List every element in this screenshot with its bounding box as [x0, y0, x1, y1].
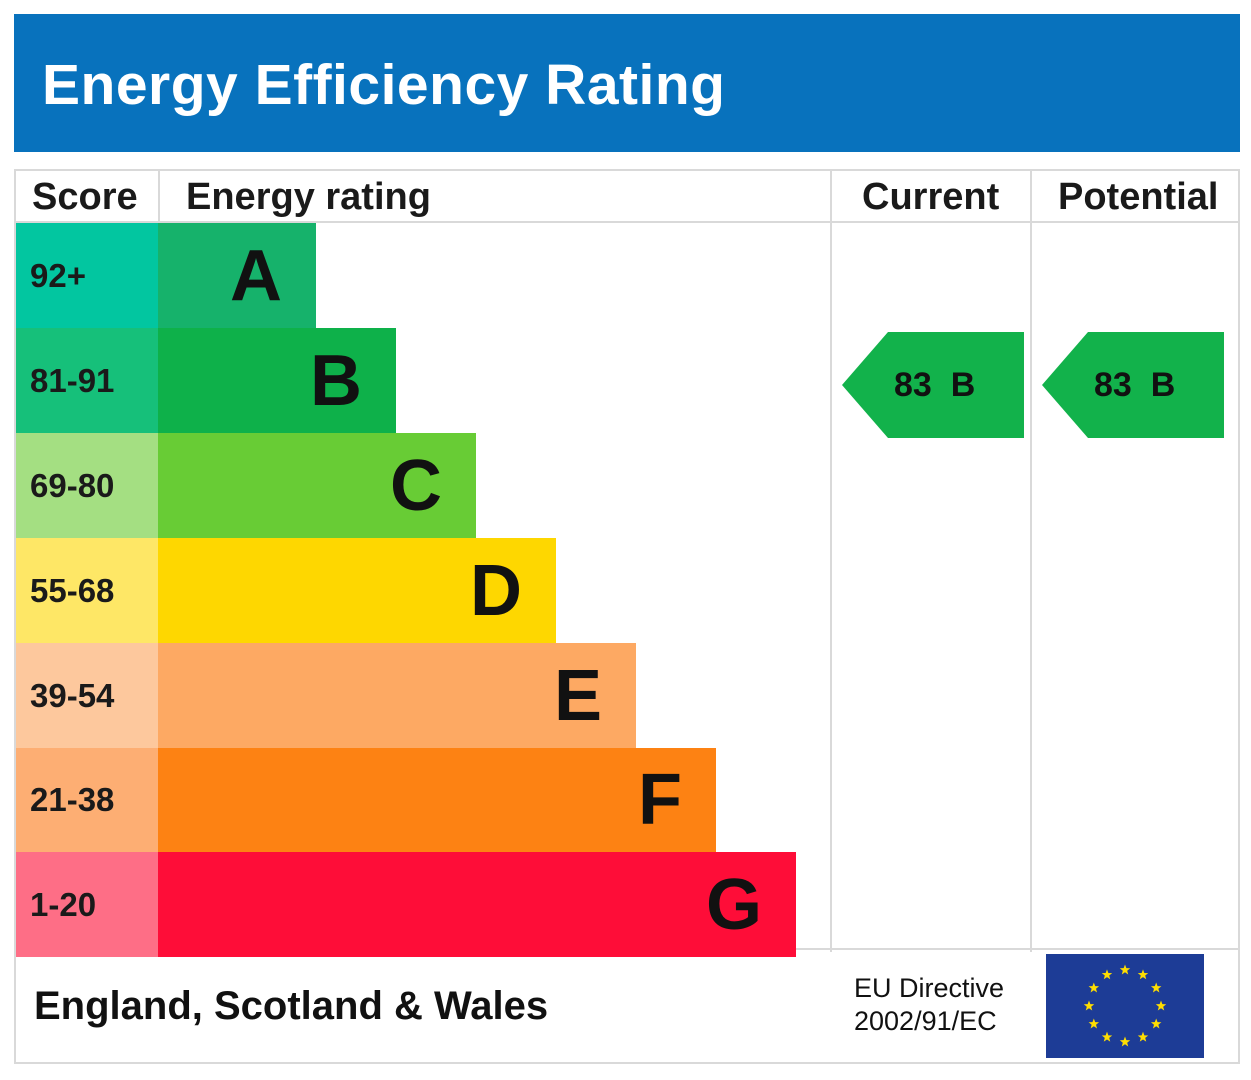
directive-line-2: 2002/91/EC: [854, 1006, 997, 1036]
band-bar-d: D: [158, 538, 556, 643]
band-bar-b: B: [158, 328, 396, 433]
eu-flag-icon: [1046, 954, 1204, 1058]
band-score-f: 21-38: [16, 748, 159, 852]
column-header-score: Score: [32, 176, 138, 218]
band-score-d: 55-68: [16, 538, 159, 643]
eu-star-icon: [1137, 969, 1149, 980]
eu-star-icon: [1119, 1036, 1131, 1047]
divider: [16, 221, 1238, 223]
footer-region: England, Scotland & Wales: [34, 984, 549, 1028]
eu-star-icon: [1088, 1018, 1100, 1029]
band-bar-g: G: [158, 852, 796, 957]
eu-star-icon: [1150, 1018, 1162, 1029]
column-header-current: Current: [862, 176, 1000, 218]
footer: England, Scotland & Wales EU Directive 2…: [14, 950, 1240, 1064]
band-bar-e: E: [158, 643, 636, 748]
eu-star-icon: [1137, 1031, 1149, 1042]
directive-line-1: EU Directive: [854, 973, 1005, 1003]
divider: [1030, 171, 1032, 952]
column-header-energy-rating: Energy rating: [186, 176, 431, 218]
eu-star-icon: [1155, 1000, 1167, 1011]
page-title: Energy Efficiency Rating: [42, 53, 726, 117]
eu-star-icon: [1083, 1000, 1095, 1011]
divider: [830, 171, 832, 952]
eu-star-icon: [1101, 969, 1113, 980]
current-rating-arrow: 83 B: [842, 332, 1024, 438]
potential-rating-arrow-label: 83 B: [1094, 366, 1176, 404]
band-score-c: 69-80: [16, 433, 159, 538]
band-score-e: 39-54: [16, 643, 159, 748]
band-bar-f: F: [158, 748, 716, 852]
band-score-g: 1-20: [16, 852, 159, 957]
band-score-a: 92+: [16, 223, 159, 328]
divider: [158, 171, 160, 223]
header-banner: Energy Efficiency Rating: [14, 14, 1240, 152]
footer-directive: EU Directive 2002/91/EC: [854, 972, 1004, 1038]
band-bar-c: C: [158, 433, 476, 538]
eu-star-icon: [1150, 982, 1162, 993]
column-header-potential: Potential: [1058, 176, 1219, 218]
eu-star-icon: [1088, 982, 1100, 993]
rating-table: Score Energy rating Current Potential 92…: [14, 169, 1240, 957]
eu-star-icon: [1101, 1031, 1113, 1042]
eu-star-icon: [1119, 964, 1131, 975]
potential-rating-arrow: 83 B: [1042, 332, 1224, 438]
band-score-b: 81-91: [16, 328, 159, 433]
current-rating-arrow-label: 83 B: [894, 366, 976, 404]
band-bar-a: A: [158, 223, 316, 328]
